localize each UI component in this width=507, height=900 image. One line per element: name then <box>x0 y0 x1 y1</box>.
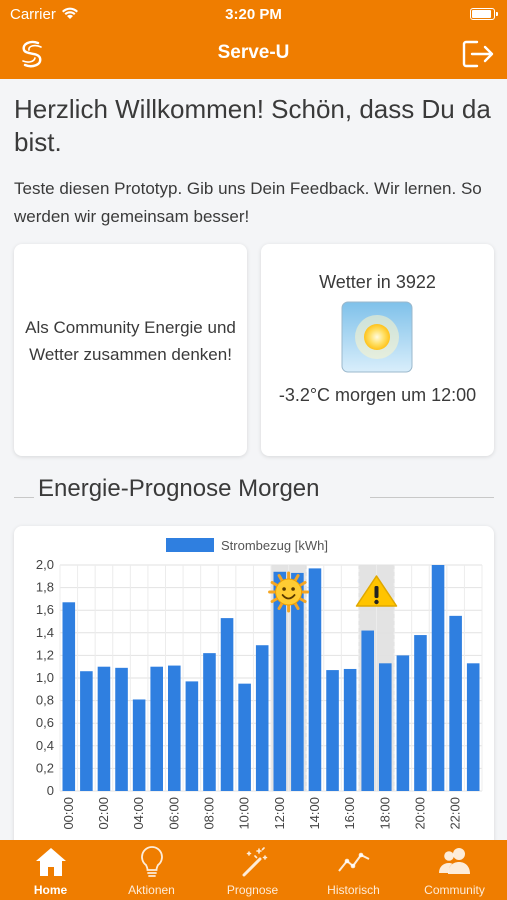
legend-label: Strombezug [kWh] <box>221 538 328 553</box>
tab-community[interactable]: Community <box>404 840 505 900</box>
y-tick-label: 1,6 <box>36 602 54 617</box>
y-tick-label: 0,4 <box>36 738 54 753</box>
y-tick-label: 1,2 <box>36 647 54 662</box>
battery-icon <box>470 8 498 20</box>
tab-community-label: Community <box>424 883 485 897</box>
x-tick-label: 10:00 <box>237 797 252 830</box>
tab-bar: Home Aktionen Prognose Historisch Co <box>0 840 507 900</box>
bar <box>220 618 234 791</box>
bar <box>97 666 111 791</box>
bar <box>361 630 374 791</box>
bar <box>115 667 128 791</box>
bar <box>291 572 304 791</box>
community-card[interactable]: Als Community Energie und Wetter zusamme… <box>14 244 247 456</box>
home-icon <box>36 848 66 876</box>
home-content[interactable]: Herzlich Willkommen! Schön, dass Du da b… <box>0 79 507 840</box>
section-title: Energie-Prognose Morgen <box>38 475 320 502</box>
x-tick-label: 22:00 <box>448 797 463 830</box>
wifi-icon <box>62 7 78 19</box>
status-time: 3:20 PM <box>225 6 282 23</box>
tab-prognose-label: Prognose <box>226 883 279 897</box>
welcome-heading: Herzlich Willkommen! Schön, dass Du da b… <box>14 94 491 157</box>
bar <box>238 683 251 791</box>
bar <box>203 653 216 791</box>
lightbulb-icon <box>141 846 163 877</box>
logout-icon[interactable] <box>461 38 495 70</box>
tab-aktionen-label: Aktionen <box>128 883 175 897</box>
section-divider-left <box>14 497 34 498</box>
tab-home-label: Home <box>33 883 68 897</box>
bar <box>414 635 427 791</box>
tab-home[interactable]: Home <box>0 840 101 900</box>
x-tick-label: 14:00 <box>307 797 322 830</box>
bar <box>396 655 410 791</box>
y-tick-label: 1,0 <box>36 670 54 685</box>
weather-title: Wetter in 3922 <box>319 272 436 292</box>
y-tick-label: 0,8 <box>36 693 54 708</box>
tab-historisch-label: Historisch <box>327 883 380 897</box>
bar <box>466 663 480 791</box>
sun-smile <box>281 594 296 600</box>
tab-prognose[interactable]: Prognose <box>202 840 303 900</box>
bar <box>150 666 163 791</box>
x-tick-label: 16:00 <box>342 797 357 830</box>
carrier-label: Carrier <box>10 6 56 23</box>
section-heading: Energie-Prognose Morgen <box>14 475 494 509</box>
warning-dot <box>374 599 379 605</box>
x-tick-label: 04:00 <box>131 797 146 830</box>
community-icon <box>439 848 470 874</box>
line-chart-icon <box>338 852 370 872</box>
bar <box>168 665 181 791</box>
y-tick-label: 0 <box>47 783 54 798</box>
y-tick-label: 0,2 <box>36 760 54 775</box>
x-tick-label: 20:00 <box>412 797 427 830</box>
bar <box>343 668 357 791</box>
section-divider-right <box>370 497 494 498</box>
bar <box>80 671 93 791</box>
legend-swatch <box>166 538 214 552</box>
bar <box>379 663 392 791</box>
sun-eye <box>282 587 286 591</box>
x-tick-label: 06:00 <box>166 797 181 830</box>
status-bar: Carrier 3:20 PM <box>0 0 507 30</box>
y-tick-label: 1,4 <box>36 625 54 640</box>
x-tick-label: 02:00 <box>96 797 111 830</box>
nav-bar: Serve-U <box>0 30 507 79</box>
bar <box>185 681 199 791</box>
tab-aktionen[interactable]: Aktionen <box>101 840 202 900</box>
sun-eye <box>291 587 295 591</box>
serve-u-logo-icon[interactable] <box>16 38 48 70</box>
energy-forecast-chart-card: Strombezug [kWh] 0 0,2 0,4 0,6 0,8 1,0 1,2 1,4 1,… <box>14 526 494 840</box>
magic-wand-icon <box>242 847 268 877</box>
x-tick-label: 18:00 <box>377 797 392 830</box>
bar <box>273 571 287 791</box>
x-tick-label: 08:00 <box>201 797 216 830</box>
nav-title: Serve-U <box>217 42 290 63</box>
energy-forecast-chart: Strombezug [kWh] 0 0,2 0,4 0,6 0,8 1,0 1,2 1,4 1,… <box>36 538 483 830</box>
sun-emoji-icon <box>275 578 303 606</box>
y-tick-label: 0,6 <box>36 715 54 730</box>
intro-text: Teste diesen Prototyp. Gib uns Dein Feed… <box>14 179 482 226</box>
tab-historisch[interactable]: Historisch <box>303 840 404 900</box>
weather-forecast-text: -3.2°C morgen um 12:00 <box>278 385 477 405</box>
bar <box>449 615 462 791</box>
sun-icon <box>341 301 413 373</box>
y-tick-label: 1,8 <box>36 580 54 595</box>
community-card-text: Als Community Energie und Wetter zusamme… <box>25 318 236 364</box>
bar <box>431 565 445 791</box>
bar <box>62 602 76 791</box>
bar <box>326 670 339 791</box>
weather-card[interactable]: Wetter in 3922 -3.2°C morgen um 12:00 <box>261 244 494 456</box>
x-tick-label: 00:00 <box>61 797 76 830</box>
warning-mark <box>374 586 379 598</box>
bar <box>308 568 322 791</box>
bar <box>255 645 269 791</box>
x-tick-label: 12:00 <box>272 797 287 830</box>
bar <box>132 699 146 791</box>
y-tick-label: 2,0 <box>36 557 54 572</box>
